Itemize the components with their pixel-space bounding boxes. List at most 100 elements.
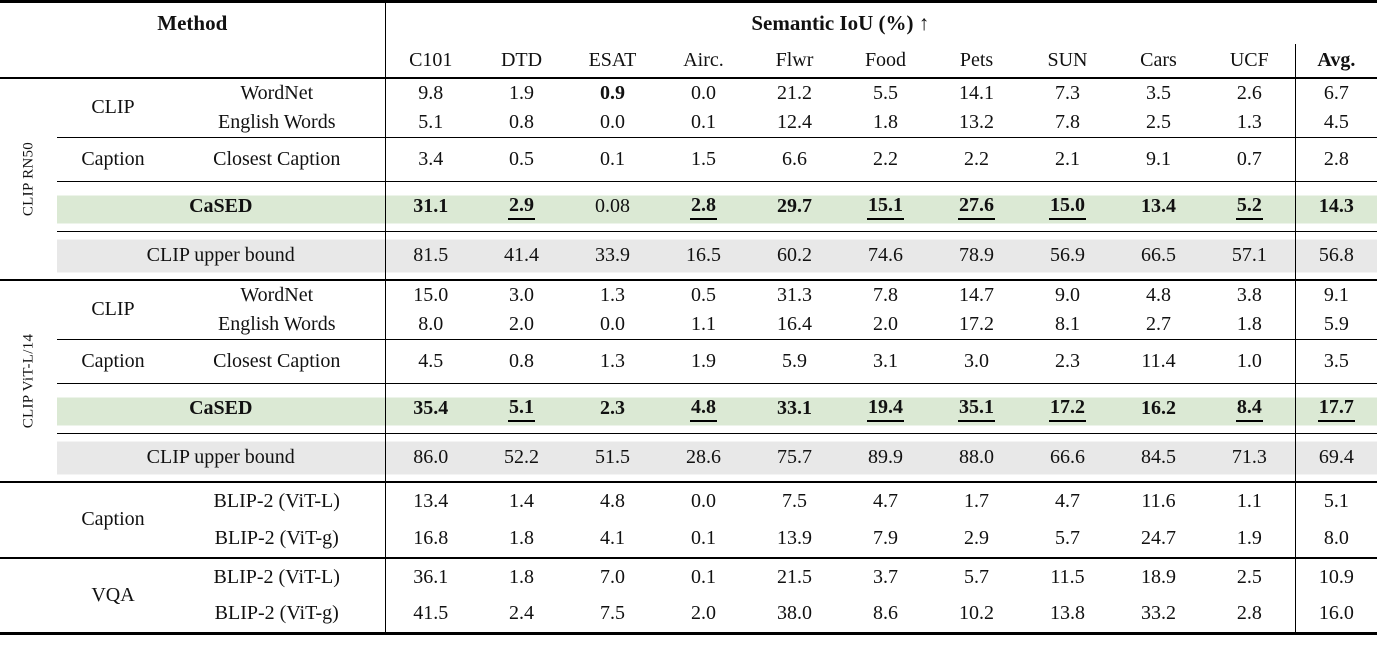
table-row: Caption Closest Caption 4.5 0.8 1.3 1.9 5.9 3.1… (0, 339, 1377, 384)
metric-cell: 9.1 (1294, 278, 1377, 310)
metric-cell: 2.0 (658, 596, 749, 634)
metric-cell: 8.0 (384, 309, 476, 340)
metric-cell: 1.9 (1204, 520, 1295, 558)
group-label: CLIP (57, 278, 169, 340)
metric-cell: 3.5 (1294, 339, 1377, 384)
table-row: English Words 8.0 2.0 0.0 1.1 16.4 2.0 17.2 8.1 2… (0, 309, 1377, 340)
metric-cell: 0.5 (658, 278, 749, 310)
metric-value: 0.0 (691, 489, 716, 512)
metric-value: 14.3 (1318, 195, 1354, 217)
metric-value: 66.5 (1141, 243, 1176, 266)
metric-cell: 57.1 (1204, 231, 1296, 280)
metric-cell: 81.5 (384, 231, 476, 280)
metric-value: 89.9 (868, 445, 903, 468)
metric-value: 17.7 (1317, 396, 1355, 422)
metric-value: 7.8 (1055, 110, 1080, 133)
metric-cell: 5.7 (1022, 520, 1113, 558)
metric-value: 3.5 (1146, 81, 1171, 104)
metric-cell: 13.8 (1022, 596, 1113, 634)
metric-cell: 17.2 (931, 310, 1022, 340)
metric-cell: 4.8 (658, 383, 749, 434)
metric-value: 1.1 (1236, 489, 1262, 512)
column-header-cars: Cars (1113, 43, 1204, 79)
metric-cell: 33.9 (567, 231, 658, 280)
metric-value: 9.8 (418, 81, 444, 104)
metric-value: 3.1 (873, 350, 898, 372)
metric-value: 33.9 (595, 243, 630, 266)
metric-value: 56.9 (1050, 243, 1085, 266)
metric-value: 3.0 (964, 350, 989, 372)
method-label: WordNet (169, 278, 385, 310)
method-label: BLIP-2 (ViT-g) (214, 602, 339, 625)
metric-cell: 2.7 (1113, 310, 1204, 340)
metric-value: 1.9 (691, 350, 716, 372)
metric-value: 57.1 (1231, 243, 1267, 266)
metric-cell: 16.8 (384, 519, 476, 558)
metric-cell: 1.8 (476, 556, 567, 596)
metric-value: 3.8 (1236, 283, 1262, 306)
column-header-flwr: Flwr (749, 43, 840, 79)
metric-cell: 0.0 (567, 310, 658, 340)
method-label: Closest Caption (169, 339, 385, 384)
metric-value: 9.1 (1323, 283, 1349, 306)
metric-value: 2.7 (1146, 312, 1171, 335)
metric-value: 28.6 (686, 445, 721, 468)
method-label: BLIP-2 (ViT-L) (169, 480, 385, 520)
metric-value: 31.1 (413, 195, 449, 217)
side-label-text: CLIP ViT-L/14 (20, 333, 36, 428)
metric-cell: 21.5 (749, 556, 840, 596)
metric-cell: 78.9 (931, 231, 1022, 280)
metric-value: 1.5 (691, 148, 716, 170)
metric-cell: 3.8 (1204, 278, 1296, 310)
metric-value: 2.0 (509, 312, 534, 335)
metric-cell: 6.6 (749, 137, 840, 182)
method-label: Closest Caption (169, 137, 385, 182)
metric-value: 21.5 (777, 565, 812, 588)
metric-cell: 3.1 (840, 339, 931, 384)
metric-value: 2.0 (691, 602, 716, 625)
metric-cell: 2.6 (1204, 78, 1295, 108)
metric-value: 35.4 (413, 397, 449, 419)
metric-value: 56.8 (1318, 243, 1354, 266)
metric-cell: 38.0 (749, 596, 840, 634)
metric-cell: 52.2 (476, 433, 567, 482)
metric-cell: 15.0 (1022, 181, 1113, 232)
metric-header: Semantic IoU (%) ↑ (384, 1, 1296, 44)
metric-value: 2.3 (1055, 350, 1080, 372)
metric-cell: 5.9 (1294, 309, 1377, 340)
metric-value: 0.8 (509, 110, 534, 133)
side-label-text: CLIP RN50 (20, 141, 36, 216)
metric-cell: 74.6 (840, 231, 931, 280)
metric-cell: 4.8 (567, 480, 658, 520)
table-row: CLIP RN50 CLIP WordNet 9.8 1.9 0.9 0.0 21.2 5.5 1… (0, 77, 1377, 216)
metric-value: 8.0 (418, 312, 444, 335)
metric-value: 5.1 (508, 396, 535, 422)
metric-value: 0.7 (1236, 148, 1262, 170)
metric-value: 0.5 (691, 283, 716, 306)
metric-cell: 2.0 (840, 310, 931, 340)
metric-cell: 10.9 (1294, 556, 1377, 596)
metric-cell: 15.1 (840, 181, 931, 232)
metric-cell: 14.1 (931, 78, 1022, 108)
metric-cell: 16.2 (1113, 383, 1204, 434)
metric-value: 8.4 (1235, 396, 1263, 422)
metric-cell: 15.0 (384, 278, 476, 310)
metric-value: 21.2 (777, 81, 812, 104)
metric-cell: 14.3 (1294, 181, 1377, 232)
table-body: CLIP RN50 CLIP WordNet 9.8 1.9 0.9 0.0 21.2 5.5 1… (0, 77, 1377, 634)
metric-cell: 84.5 (1113, 433, 1204, 482)
merged-method-label: CaSED (57, 383, 385, 434)
metric-cell: 11.6 (1113, 480, 1204, 520)
metric-value: 10.9 (1318, 565, 1354, 588)
metric-value: 1.3 (600, 350, 625, 372)
metric-value: 13.4 (1141, 195, 1176, 217)
metric-cell: 16.4 (749, 310, 840, 340)
metric-value: 4.5 (418, 350, 444, 372)
metric-value: 15.1 (867, 194, 904, 220)
metric-value: 2.0 (873, 312, 898, 335)
group-label: Caption (57, 339, 169, 384)
metric-value: 88.0 (959, 445, 994, 468)
section-side-label: CLIP ViT-L/14 (0, 278, 57, 482)
column-header-avg: Avg. (1294, 43, 1377, 79)
